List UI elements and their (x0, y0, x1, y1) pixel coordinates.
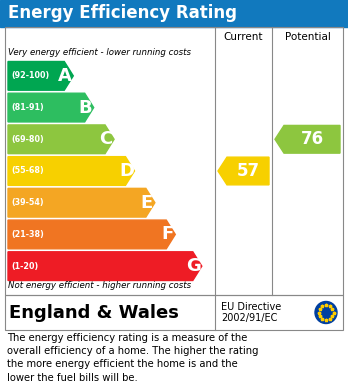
Text: B: B (79, 99, 93, 117)
Text: EU Directive: EU Directive (221, 303, 281, 312)
Text: G: G (187, 257, 201, 275)
Polygon shape (8, 252, 202, 280)
Text: England & Wales: England & Wales (9, 303, 179, 321)
Polygon shape (8, 188, 155, 217)
Text: A: A (58, 67, 72, 85)
Text: (81-91): (81-91) (11, 103, 44, 112)
Bar (5, 27, 343, 295)
Polygon shape (8, 157, 134, 185)
Polygon shape (8, 220, 175, 249)
Text: C: C (100, 130, 113, 148)
Polygon shape (275, 126, 340, 153)
Text: E: E (141, 194, 153, 212)
Text: Current: Current (224, 32, 263, 42)
Polygon shape (8, 93, 94, 122)
Polygon shape (8, 61, 73, 90)
Circle shape (315, 301, 337, 323)
Text: (55-68): (55-68) (11, 167, 44, 176)
Polygon shape (8, 125, 114, 154)
Polygon shape (218, 157, 269, 185)
Text: (39-54): (39-54) (11, 198, 44, 207)
Text: Potential: Potential (285, 32, 331, 42)
Text: 57: 57 (236, 162, 260, 180)
Bar (5, 295, 343, 330)
Text: The energy efficiency rating is a measure of the
overall efficiency of a home. T: The energy efficiency rating is a measur… (7, 333, 259, 383)
Text: (92-100): (92-100) (11, 71, 49, 81)
Bar (0, 0, 348, 27)
Text: Not energy efficient - higher running costs: Not energy efficient - higher running co… (8, 281, 191, 290)
Text: Very energy efficient - lower running costs: Very energy efficient - lower running co… (8, 48, 191, 57)
Text: D: D (119, 162, 134, 180)
Text: 2002/91/EC: 2002/91/EC (221, 312, 277, 323)
Text: Energy Efficiency Rating: Energy Efficiency Rating (8, 5, 237, 23)
Text: 76: 76 (300, 130, 324, 148)
Text: (69-80): (69-80) (11, 135, 44, 144)
Text: (1-20): (1-20) (11, 262, 38, 271)
Text: F: F (161, 226, 173, 244)
Text: (21-38): (21-38) (11, 230, 44, 239)
